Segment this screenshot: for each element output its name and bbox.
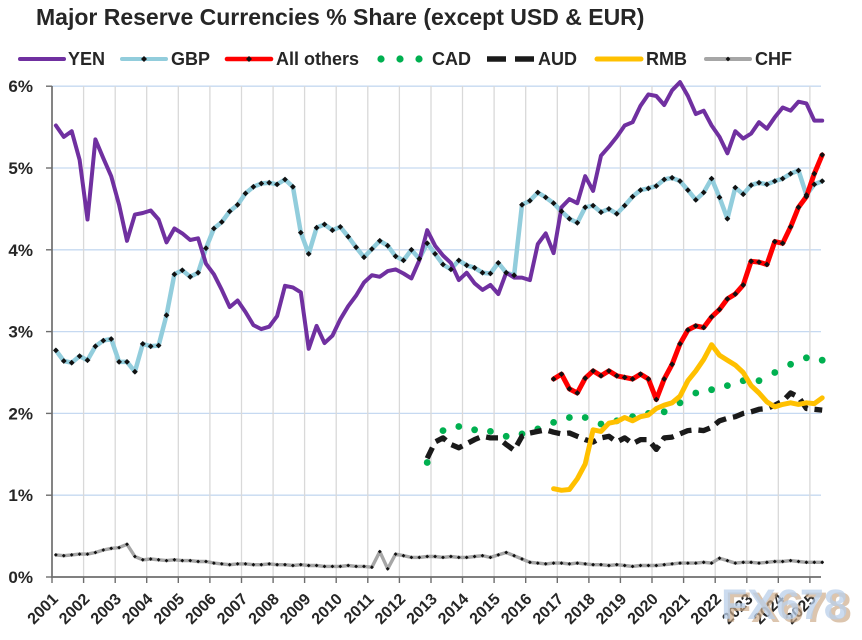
svg-text:0%: 0% — [8, 568, 33, 587]
svg-text:GBP: GBP — [171, 49, 210, 69]
svg-text:1%: 1% — [8, 486, 33, 505]
svg-text:AUD: AUD — [538, 49, 577, 69]
svg-text:All others: All others — [276, 49, 359, 69]
svg-text:CAD: CAD — [432, 49, 471, 69]
svg-text:YEN: YEN — [68, 49, 105, 69]
svg-text:Major Reserve Currencies % Sha: Major Reserve Currencies % Share (except… — [36, 4, 644, 30]
svg-text:2%: 2% — [8, 404, 33, 423]
svg-text:3%: 3% — [8, 323, 33, 342]
svg-text:CHF: CHF — [755, 49, 792, 69]
svg-text:6%: 6% — [8, 77, 33, 96]
svg-text:RMB: RMB — [646, 49, 687, 69]
svg-text:5%: 5% — [8, 159, 33, 178]
svg-text:4%: 4% — [8, 241, 33, 260]
